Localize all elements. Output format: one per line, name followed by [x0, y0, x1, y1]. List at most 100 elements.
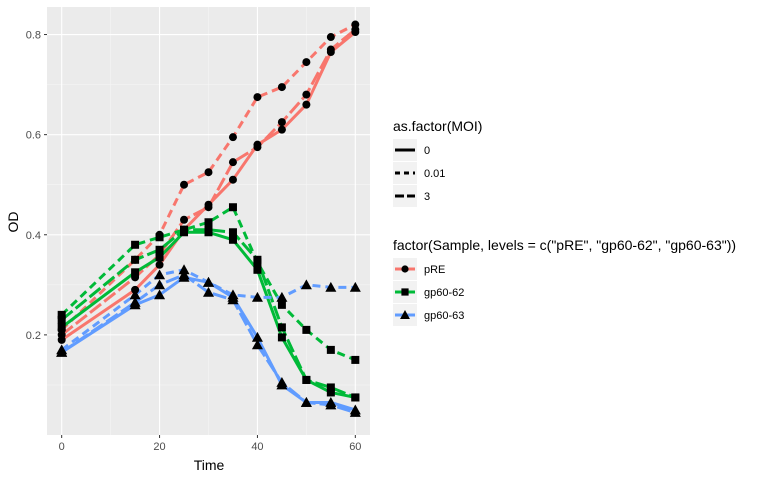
data-point-gp60-62-moi-0.01	[57, 310, 66, 319]
data-point-gp60-62-moi-0	[155, 253, 164, 262]
data-point-gp60-62-moi-0.01	[351, 355, 360, 364]
data-point-gp60-63-moi-3	[129, 296, 141, 307]
data-point-gp60-62-moi-3	[57, 315, 66, 324]
data-point-gp60-62-moi-3	[277, 323, 286, 332]
data-point-gp60-63-moi-0.01	[276, 291, 288, 302]
legend-moi-label: 0.01	[424, 168, 445, 180]
data-point-gp60-62-moi-0	[277, 333, 286, 342]
data-point-gp60-62-moi-3	[131, 255, 140, 264]
data-point-gp60-62-moi-0.01	[204, 218, 213, 227]
data-point-pRE-moi-0	[302, 100, 311, 109]
x-tick-label: 20	[153, 441, 165, 453]
legend-sample-label: gp60-62	[424, 287, 464, 299]
data-point-gp60-63-moi-0.01	[154, 269, 166, 280]
legend-sample-title: factor(Sample, levels = c("pRE", "gp60-6…	[393, 237, 736, 253]
data-point-gp60-63-moi-0	[154, 289, 166, 300]
data-point-gp60-63-moi-3	[349, 406, 361, 417]
legend-moi-title: as.factor(MOI)	[393, 118, 482, 134]
legend-sample-label: pRE	[424, 264, 445, 276]
data-point-gp60-63-moi-3	[251, 339, 263, 350]
legend-sample-key-marker-gp60-63	[400, 310, 410, 319]
legend-sample-label: gp60-63	[424, 310, 464, 322]
series-points	[56, 20, 361, 417]
data-point-gp60-63-moi-0.01	[129, 289, 141, 300]
data-point-gp60-62-moi-0	[131, 268, 140, 277]
data-point-gp60-63-moi-0.01	[300, 279, 312, 290]
y-axis-title: OD	[5, 212, 21, 233]
data-point-gp60-62-moi-3	[253, 255, 262, 264]
data-point-gp60-62-moi-3	[204, 225, 213, 234]
data-point-gp60-63-moi-3	[154, 279, 166, 290]
series-line-gp60-62-moi-0.01	[60, 205, 356, 362]
legend-sample: factor(Sample, levels = c("pRE", "gp60-6…	[393, 237, 736, 326]
data-point-gp60-62-moi-3	[228, 228, 237, 237]
data-point-gp60-63-moi-3	[300, 396, 312, 407]
data-point-pRE-moi-3	[302, 90, 311, 99]
data-point-pRE-moi-0.01	[253, 93, 262, 102]
data-point-pRE-moi-0.01	[277, 83, 286, 92]
data-point-gp60-62-moi-0.01	[302, 325, 311, 334]
data-point-gp60-62-moi-0.01	[326, 345, 335, 354]
legend-moi-label: 0	[424, 145, 430, 157]
y-tick-label: 0.2	[26, 330, 41, 342]
data-point-pRE-moi-0	[155, 260, 164, 269]
data-point-gp60-62-moi-0	[326, 388, 335, 397]
data-point-pRE-moi-3	[204, 203, 213, 212]
data-point-gp60-63-moi-3	[56, 346, 68, 357]
x-tick-label: 40	[251, 441, 263, 453]
data-point-gp60-63-moi-3	[203, 286, 214, 297]
data-point-gp60-63-moi-0.01	[325, 281, 337, 292]
data-point-gp60-62-moi-3	[155, 245, 164, 254]
y-tick-label: 0.8	[26, 30, 41, 42]
data-point-gp60-63-moi-3	[227, 294, 239, 305]
legend-sample-key-marker-gp60-62	[401, 288, 409, 296]
data-point-pRE-moi-3	[326, 45, 335, 54]
data-point-gp60-63-moi-0.01	[178, 264, 190, 275]
data-point-gp60-63-moi-3	[276, 376, 288, 387]
data-point-pRE-moi-0.01	[326, 33, 335, 42]
data-point-gp60-62-moi-3	[351, 393, 360, 402]
data-point-pRE-moi-0	[228, 175, 237, 184]
data-point-pRE-moi-3	[253, 143, 262, 152]
data-point-gp60-62-moi-3	[326, 383, 335, 392]
data-point-gp60-63-moi-3	[325, 399, 337, 410]
data-point-gp60-62-moi-3	[180, 225, 189, 234]
legend-key-bg	[393, 185, 417, 207]
data-point-pRE-moi-0.01	[204, 168, 213, 177]
data-point-pRE-moi-3	[180, 215, 189, 224]
series-line-gp60-63-moi-0.01	[60, 268, 356, 352]
data-point-gp60-62-moi-0	[253, 265, 262, 274]
data-point-gp60-62-moi-0.01	[131, 240, 140, 249]
data-point-gp60-63-moi-0.01	[349, 281, 361, 292]
legend-moi-label: 3	[424, 191, 430, 203]
x-tick-label: 60	[349, 441, 361, 453]
data-point-gp60-63-moi-0.01	[251, 291, 263, 302]
data-point-gp60-62-moi-3	[302, 375, 311, 384]
data-point-pRE-moi-0.01	[180, 180, 189, 189]
y-axis: 0.2 0.4 0.6 0.8	[26, 30, 47, 342]
legend-sample-key-marker-pRE	[401, 265, 409, 273]
legend-moi-keys: 0 0.01 3	[393, 139, 445, 207]
data-point-gp60-62-moi-0.01	[228, 203, 237, 212]
x-axis-title: Time	[194, 457, 225, 473]
legend-sample-keys: pRE gp60-62 gp60-63	[393, 258, 464, 326]
data-point-gp60-62-moi-0.01	[277, 300, 286, 309]
y-tick-label: 0.4	[26, 230, 41, 242]
data-point-gp60-62-moi-0.01	[155, 233, 164, 242]
data-point-pRE-moi-3	[277, 118, 286, 127]
x-axis: 0 20 40 60	[59, 435, 361, 453]
data-point-pRE-moi-3	[57, 330, 66, 339]
data-point-pRE-moi-0.01	[228, 133, 237, 142]
data-point-gp60-62-moi-0	[57, 323, 66, 332]
data-point-gp60-63-moi-0	[251, 331, 263, 342]
data-point-gp60-63-moi-0.01	[203, 276, 214, 287]
data-point-gp60-62-moi-0	[228, 235, 237, 244]
data-point-pRE-moi-3	[228, 158, 237, 167]
data-point-gp60-63-moi-3	[178, 269, 190, 280]
x-tick-label: 0	[59, 441, 65, 453]
data-point-gp60-63-moi-0.01	[227, 289, 239, 300]
data-point-pRE-moi-0.01	[302, 58, 311, 67]
data-point-pRE-moi-0	[277, 125, 286, 134]
legend-moi: as.factor(MOI) 0 0.01 3	[393, 118, 482, 207]
